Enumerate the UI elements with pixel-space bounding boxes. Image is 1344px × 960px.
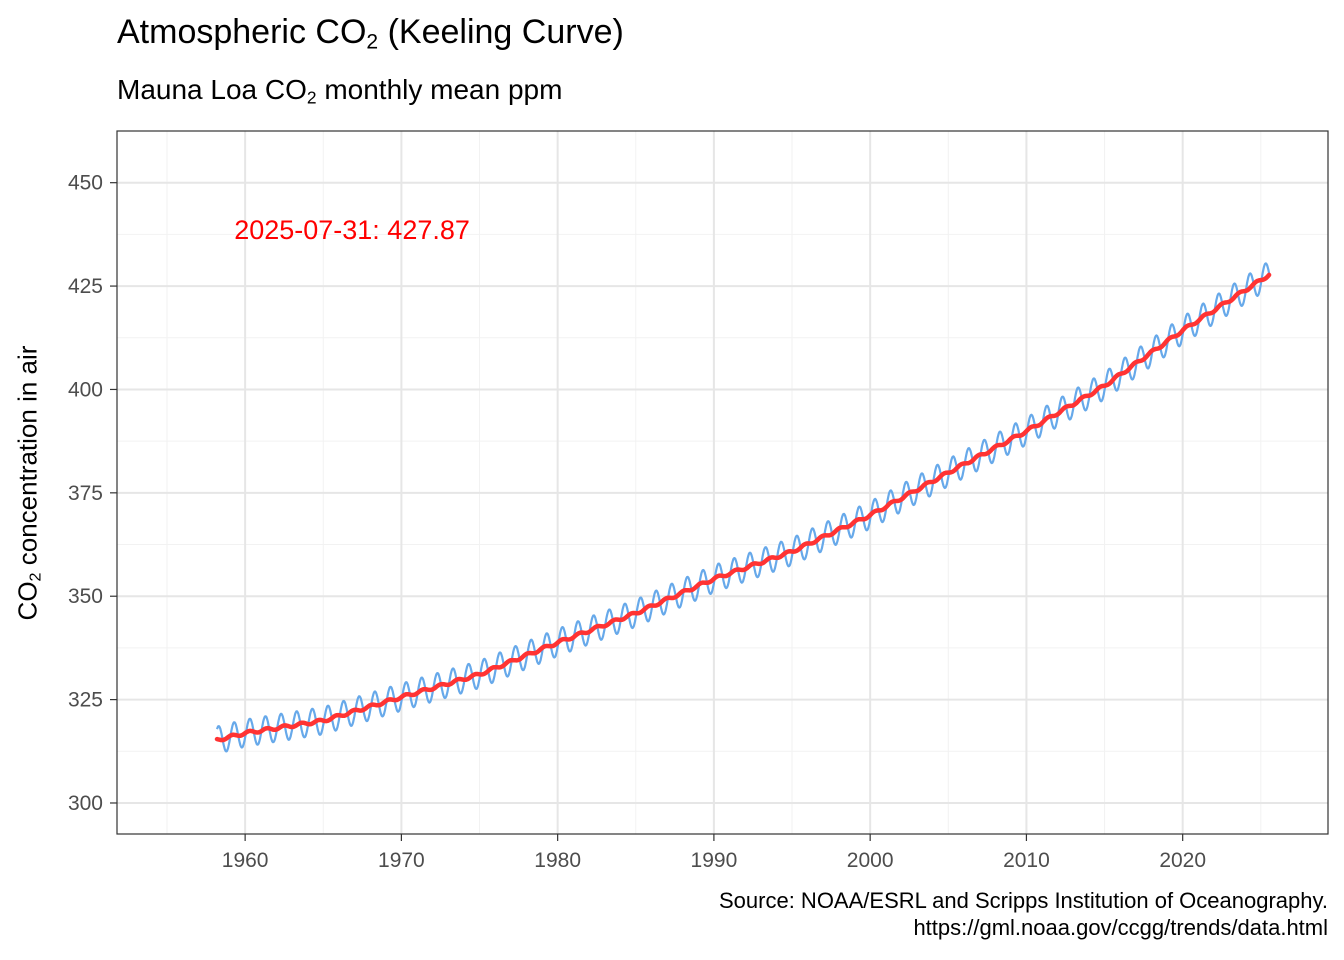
y-axis: 300 325 350 375 400 425 450 [68,172,117,815]
source-caption-line-2: https://gml.noaa.gov/ccgg/trends/data.ht… [913,915,1328,940]
x-tick-label: 1970 [378,849,425,872]
y-tick-label: 400 [68,378,103,401]
x-tick-label: 2000 [847,849,894,872]
source-caption: Source: NOAA/ESRL and Scripps Institutio… [719,887,1328,941]
x-tick-label: 1960 [222,849,269,872]
series-layer [214,262,1272,753]
y-tick-label: 425 [68,275,103,298]
y-tick-label: 450 [68,172,103,195]
y-tick-label: 350 [68,585,103,608]
y-tick-label: 375 [68,482,103,505]
x-tick-label: 2010 [1003,849,1050,872]
monthly-mean-line [215,262,1271,753]
chart-title: Atmospheric CO2 (Keeling Curve) [117,13,624,54]
trend-line [214,272,1272,743]
y-tick-label: 300 [68,792,103,815]
x-axis: 1960 1970 1980 1990 2000 2010 2020 [222,834,1206,872]
minor-gridlines [117,130,1328,834]
y-tick-label: 325 [68,689,103,712]
major-gridlines [117,131,1328,834]
x-tick-label: 2020 [1159,849,1206,872]
plot-panel-border [116,130,1329,835]
source-caption-line-1: Source: NOAA/ESRL and Scripps Institutio… [719,888,1328,913]
x-tick-label: 1990 [691,849,738,872]
chart-subtitle: Mauna Loa CO2 monthly mean ppm [117,74,563,108]
latest-value-annotation: 2025-07-31: 427.87 [234,215,470,245]
x-tick-label: 1980 [534,849,581,872]
